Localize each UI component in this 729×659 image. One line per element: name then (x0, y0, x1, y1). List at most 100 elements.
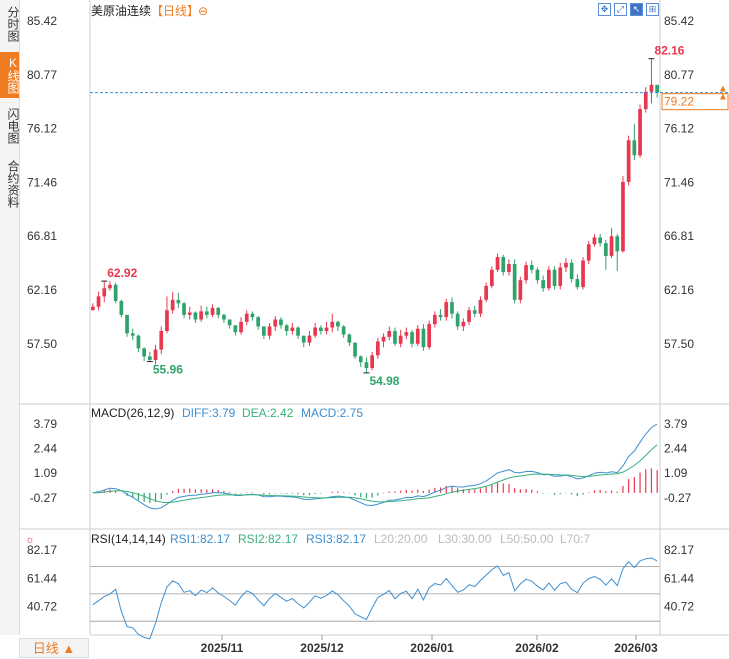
candle-body (467, 310, 471, 322)
candle-body (176, 299, 181, 304)
price-tick-left: 66.81 (27, 229, 57, 243)
settings-circle-icon: ⊖ (198, 4, 208, 18)
rsi-guide-label: L30:30.00 (438, 532, 492, 546)
candle-body (358, 356, 363, 363)
period-button[interactable]: 日线 ▲ (19, 638, 89, 658)
candle-body (393, 331, 397, 344)
candle-body (455, 313, 460, 327)
candle-body (341, 326, 346, 335)
candle-body (621, 181, 625, 252)
tab-flash-chart[interactable]: 闪电图 (6, 108, 20, 144)
expand-icon[interactable]: ⤢ (614, 3, 627, 16)
rsi-settings-icon: ☼ (25, 534, 35, 546)
candle-body (130, 333, 135, 336)
side-tab-bar: 分时图 K线图 闪电图 合约资料 (0, 0, 20, 635)
candle-body (142, 348, 147, 357)
rsi3-value: RSI3:82.17 (306, 532, 366, 546)
candle-body (136, 335, 141, 349)
candle-body (187, 312, 192, 315)
candle-body (381, 336, 386, 342)
candle-body (307, 335, 312, 343)
candle-body (90, 306, 95, 311)
candle-body (518, 280, 523, 300)
time-tick-label: 2026/03 (614, 641, 658, 655)
candle-body (501, 257, 506, 273)
tab-contract-info[interactable]: 合约资料 (6, 160, 20, 208)
candle-body (113, 284, 118, 301)
candle-body (216, 307, 221, 315)
extreme-label: 62.92 (107, 266, 137, 280)
candle-body (165, 310, 169, 332)
price-tick-left: 57.50 (27, 337, 57, 351)
candle-body (632, 140, 637, 156)
macd-tick-left: 2.44 (34, 442, 58, 456)
rsi-tick-left: 40.72 (27, 600, 57, 614)
zoom-icon[interactable]: ⊞ (646, 3, 659, 16)
price-tick-right: 85.42 (664, 14, 694, 28)
tab-kline[interactable]: K线图 (0, 52, 20, 98)
candle-body (415, 328, 420, 344)
candle-body (404, 332, 409, 336)
rsi-tick-right: 40.72 (664, 600, 694, 614)
candle-body (210, 307, 215, 315)
macd-tick-left: -0.27 (30, 491, 58, 505)
price-tick-right: 76.12 (664, 122, 694, 136)
candle-body (330, 321, 335, 328)
candle-body (108, 284, 112, 289)
candle-body (102, 288, 107, 297)
extreme-label: 54.98 (369, 374, 399, 388)
rsi-tick-right: 61.44 (664, 571, 694, 585)
candle-body (318, 327, 323, 332)
candle-body (313, 327, 318, 336)
candle-body (182, 303, 186, 315)
candle-body (598, 237, 603, 244)
candle-body (244, 313, 249, 322)
candle-body (655, 84, 660, 93)
move-icon[interactable]: ✥ (598, 3, 611, 16)
candle-body (261, 326, 266, 336)
extreme-label: 82.16 (654, 44, 684, 58)
candle-body (478, 299, 483, 314)
price-tick-left: 76.12 (27, 122, 57, 136)
scroll-up-icon: ▲ (718, 84, 728, 95)
tab-time-share[interactable]: 分时图 (6, 6, 20, 42)
candle-body (125, 314, 129, 334)
candle-body (296, 327, 300, 336)
candle-body (472, 310, 477, 314)
candle-body (193, 312, 198, 320)
candle-body (489, 269, 494, 286)
candle-body (638, 109, 642, 156)
rsi-guide-label: L20:20.00 (374, 532, 428, 546)
rsi-tick-right: 82.17 (664, 543, 694, 557)
candle-body (512, 263, 517, 300)
candle-body (227, 319, 232, 326)
candle-body (444, 302, 449, 318)
candle-body (267, 326, 272, 336)
candle-body (569, 262, 574, 280)
candle-body (581, 260, 585, 288)
candle-body (284, 325, 289, 332)
candle-body (484, 285, 489, 300)
cursor-icon[interactable]: ↖ (630, 3, 643, 16)
candle-body (370, 355, 375, 369)
candle-body (410, 332, 414, 344)
macd-dea-value: DEA:2.42 (242, 406, 294, 420)
time-tick-label: 2026/01 (410, 641, 454, 655)
candle-body (256, 317, 261, 327)
price-tick-left: 62.16 (27, 283, 57, 297)
macd-tick-left: 3.79 (34, 417, 58, 431)
time-tick-label: 2026/02 (515, 641, 559, 655)
candle-body (273, 319, 278, 327)
chart-title: 美原油连续 (91, 3, 151, 18)
candle-body (387, 331, 392, 337)
candle-body (541, 280, 546, 289)
candle-body (170, 299, 175, 311)
candle-body (649, 84, 654, 92)
candle-body (119, 300, 124, 315)
macd-dea-line (92, 444, 658, 504)
candle-body (529, 265, 534, 270)
time-tick-label: 2025/12 (300, 641, 344, 655)
macd-diff-line (92, 423, 658, 510)
candle-body (564, 262, 568, 268)
